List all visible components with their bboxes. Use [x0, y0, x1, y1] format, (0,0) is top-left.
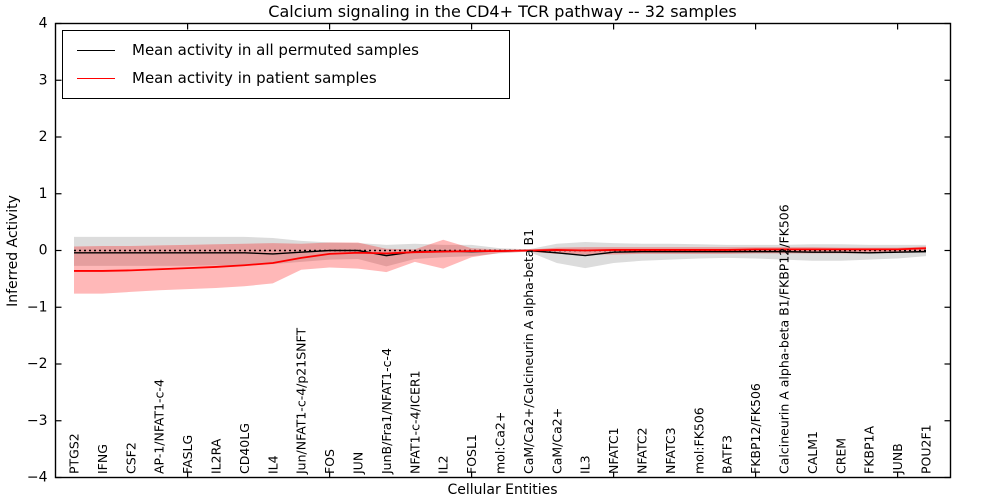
x-category-label: NFATC1: [606, 427, 621, 474]
chart-title: Calcium signaling in the CD4+ TCR pathwa…: [268, 2, 737, 21]
x-category-label: CD40LG: [237, 423, 252, 474]
x-category-label: FKBP12/FK506: [748, 383, 763, 474]
x-category-label: mol:FK506: [691, 407, 706, 474]
y-tick-label: 3: [39, 72, 48, 88]
x-category-label: CALM1: [805, 431, 820, 474]
legend-item-permuted: Mean activity in all permuted samples: [63, 36, 509, 64]
x-category-label: mol:Ca2+: [493, 412, 508, 474]
x-category-label: CREM: [833, 438, 848, 474]
x-category-label: CaM/Ca2+: [549, 408, 564, 474]
x-category-label: AP-1/NFAT1-c-4: [152, 379, 167, 474]
y-tick-label: −4: [27, 470, 48, 486]
x-category-label: FKBP1A: [862, 426, 877, 474]
y-tick-label: 2: [39, 129, 48, 145]
x-category-label: CaM/Ca2+/Calcineurin A alpha-beta B1: [521, 229, 536, 474]
x-category-label: CSF2: [123, 442, 138, 474]
patient-line-swatch-icon: [77, 77, 115, 79]
x-category-label: NFATC2: [635, 427, 650, 474]
permuted-line-swatch-icon: [77, 49, 115, 51]
x-category-label: JUN: [351, 452, 366, 475]
y-tick-label: 1: [39, 186, 48, 202]
legend: Mean activity in all permuted samples Me…: [62, 30, 510, 99]
x-category-label: JUNB: [890, 443, 905, 475]
x-axis-label: Cellular Entities: [447, 482, 558, 498]
x-category-label: FOS: [322, 449, 337, 474]
y-tick-label: −2: [27, 356, 48, 372]
x-category-label: BATF3: [720, 435, 735, 474]
x-category-label: POU2F1: [919, 424, 934, 474]
y-tick-label: 4: [39, 16, 48, 32]
x-category-label: IL2RA: [209, 438, 224, 474]
legend-item-patient: Mean activity in patient samples: [63, 64, 509, 92]
x-category-label: Calcineurin A alpha-beta B1/FKBP12/FK506: [777, 204, 792, 474]
x-category-label: FASLG: [180, 435, 195, 474]
x-category-label: IL2: [436, 455, 451, 474]
x-category-label: Jun/NFAT1-c-4/p21SNFT: [294, 328, 309, 475]
patient-mean-line: [74, 247, 927, 272]
x-category-label: NFAT1-c-4/ICER1: [407, 370, 422, 474]
y-tick-label: −1: [27, 299, 48, 315]
axes-frame: [54, 22, 952, 479]
x-category-label: FOSL1: [464, 434, 479, 474]
y-tick-label: −3: [27, 413, 48, 429]
x-category-label: NFATC3: [663, 427, 678, 474]
legend-label-permuted: Mean activity in all permuted samples: [132, 41, 419, 59]
legend-label-patient: Mean activity in patient samples: [132, 69, 377, 87]
x-category-label: IL3: [578, 455, 593, 474]
x-category-label: PTGS2: [67, 433, 82, 474]
y-tick-label: 0: [39, 243, 48, 259]
x-category-label: IL4: [265, 455, 280, 474]
x-category-label: JunB/Fra1/NFAT1-c-4: [379, 348, 394, 475]
x-category-label: IFNG: [95, 444, 110, 474]
